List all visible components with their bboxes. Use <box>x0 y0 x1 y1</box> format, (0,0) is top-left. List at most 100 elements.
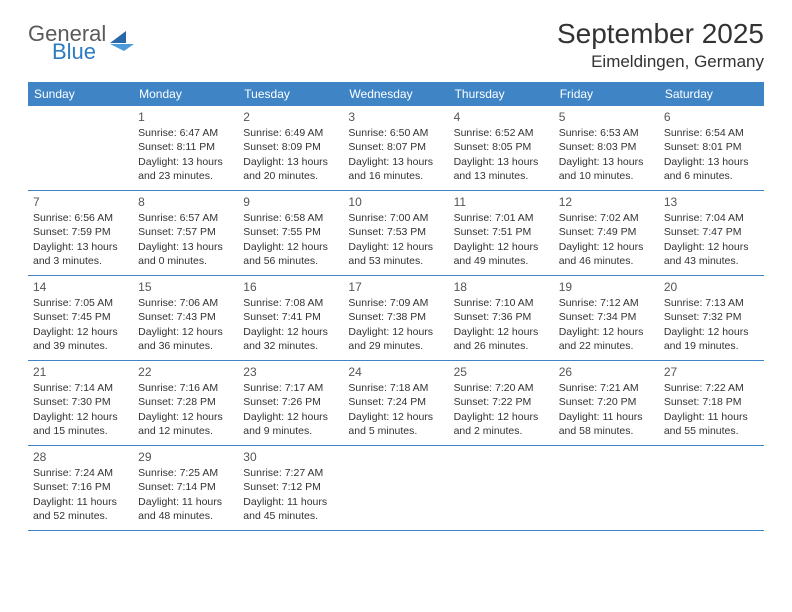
brand-triangle-icon <box>110 31 136 51</box>
calendar-page: General Blue September 2025 Eimeldingen,… <box>0 0 792 549</box>
sunrise-text: Sunrise: 7:17 AM <box>243 381 338 395</box>
calendar-day-empty <box>449 446 554 530</box>
weekday-header: Sunday <box>28 82 133 106</box>
daylight-text: Daylight: 13 hours <box>138 155 233 169</box>
sunset-text: Sunset: 8:11 PM <box>138 140 233 154</box>
calendar-day-empty <box>659 446 764 530</box>
daylight-text: and 52 minutes. <box>33 509 128 523</box>
sunset-text: Sunset: 7:53 PM <box>348 225 443 239</box>
sunset-text: Sunset: 7:38 PM <box>348 310 443 324</box>
daylight-text: Daylight: 12 hours <box>138 325 233 339</box>
daylight-text: Daylight: 12 hours <box>454 240 549 254</box>
day-number: 9 <box>243 194 338 210</box>
daylight-text: and 56 minutes. <box>243 254 338 268</box>
daylight-text: and 10 minutes. <box>559 169 654 183</box>
calendar-day-empty <box>28 106 133 190</box>
day-number: 21 <box>33 364 128 380</box>
sunset-text: Sunset: 8:07 PM <box>348 140 443 154</box>
calendar-day: 18Sunrise: 7:10 AMSunset: 7:36 PMDayligh… <box>449 276 554 360</box>
weekday-header: Wednesday <box>343 82 448 106</box>
sunrise-text: Sunrise: 6:53 AM <box>559 126 654 140</box>
day-number: 8 <box>138 194 233 210</box>
calendar-day: 25Sunrise: 7:20 AMSunset: 7:22 PMDayligh… <box>449 361 554 445</box>
daylight-text: and 0 minutes. <box>138 254 233 268</box>
calendar-day-empty <box>343 446 448 530</box>
sunset-text: Sunset: 7:36 PM <box>454 310 549 324</box>
sunset-text: Sunset: 7:55 PM <box>243 225 338 239</box>
daylight-text: Daylight: 12 hours <box>454 325 549 339</box>
sunrise-text: Sunrise: 6:52 AM <box>454 126 549 140</box>
sunrise-text: Sunrise: 6:49 AM <box>243 126 338 140</box>
calendar-day: 24Sunrise: 7:18 AMSunset: 7:24 PMDayligh… <box>343 361 448 445</box>
daylight-text: and 53 minutes. <box>348 254 443 268</box>
day-number: 30 <box>243 449 338 465</box>
sunset-text: Sunset: 7:20 PM <box>559 395 654 409</box>
sunset-text: Sunset: 7:16 PM <box>33 480 128 494</box>
day-number: 16 <box>243 279 338 295</box>
day-number: 2 <box>243 109 338 125</box>
sunset-text: Sunset: 7:49 PM <box>559 225 654 239</box>
day-number: 27 <box>664 364 759 380</box>
sunset-text: Sunset: 7:43 PM <box>138 310 233 324</box>
daylight-text: and 2 minutes. <box>454 424 549 438</box>
calendar-week-row: 14Sunrise: 7:05 AMSunset: 7:45 PMDayligh… <box>28 276 764 361</box>
daylight-text: and 43 minutes. <box>664 254 759 268</box>
daylight-text: Daylight: 12 hours <box>454 410 549 424</box>
day-number: 17 <box>348 279 443 295</box>
daylight-text: and 22 minutes. <box>559 339 654 353</box>
sunrise-text: Sunrise: 7:12 AM <box>559 296 654 310</box>
daylight-text: and 23 minutes. <box>138 169 233 183</box>
daylight-text: Daylight: 12 hours <box>348 410 443 424</box>
sunrise-text: Sunrise: 7:01 AM <box>454 211 549 225</box>
daylight-text: and 39 minutes. <box>33 339 128 353</box>
day-number: 3 <box>348 109 443 125</box>
calendar-day: 3Sunrise: 6:50 AMSunset: 8:07 PMDaylight… <box>343 106 448 190</box>
sunrise-text: Sunrise: 7:24 AM <box>33 466 128 480</box>
calendar-day: 21Sunrise: 7:14 AMSunset: 7:30 PMDayligh… <box>28 361 133 445</box>
sunrise-text: Sunrise: 7:05 AM <box>33 296 128 310</box>
calendar-weeks: 1Sunrise: 6:47 AMSunset: 8:11 PMDaylight… <box>28 106 764 531</box>
sunset-text: Sunset: 8:05 PM <box>454 140 549 154</box>
calendar-day: 13Sunrise: 7:04 AMSunset: 7:47 PMDayligh… <box>659 191 764 275</box>
daylight-text: Daylight: 12 hours <box>664 325 759 339</box>
calendar-day: 7Sunrise: 6:56 AMSunset: 7:59 PMDaylight… <box>28 191 133 275</box>
calendar-day: 28Sunrise: 7:24 AMSunset: 7:16 PMDayligh… <box>28 446 133 530</box>
daylight-text: Daylight: 13 hours <box>559 155 654 169</box>
brand-text: General Blue <box>28 24 106 62</box>
sunset-text: Sunset: 7:14 PM <box>138 480 233 494</box>
calendar-day: 23Sunrise: 7:17 AMSunset: 7:26 PMDayligh… <box>238 361 343 445</box>
calendar-day: 16Sunrise: 7:08 AMSunset: 7:41 PMDayligh… <box>238 276 343 360</box>
sunrise-text: Sunrise: 6:50 AM <box>348 126 443 140</box>
day-number: 22 <box>138 364 233 380</box>
sunrise-text: Sunrise: 6:56 AM <box>33 211 128 225</box>
sunrise-text: Sunrise: 6:57 AM <box>138 211 233 225</box>
weekday-header-row: SundayMondayTuesdayWednesdayThursdayFrid… <box>28 82 764 106</box>
sunrise-text: Sunrise: 6:54 AM <box>664 126 759 140</box>
sunrise-text: Sunrise: 7:04 AM <box>664 211 759 225</box>
daylight-text: and 13 minutes. <box>454 169 549 183</box>
daylight-text: Daylight: 13 hours <box>454 155 549 169</box>
calendar-day: 8Sunrise: 6:57 AMSunset: 7:57 PMDaylight… <box>133 191 238 275</box>
day-number: 15 <box>138 279 233 295</box>
calendar-day: 17Sunrise: 7:09 AMSunset: 7:38 PMDayligh… <box>343 276 448 360</box>
daylight-text: Daylight: 12 hours <box>243 410 338 424</box>
daylight-text: and 55 minutes. <box>664 424 759 438</box>
sunset-text: Sunset: 7:34 PM <box>559 310 654 324</box>
sunset-text: Sunset: 7:24 PM <box>348 395 443 409</box>
calendar-day: 27Sunrise: 7:22 AMSunset: 7:18 PMDayligh… <box>659 361 764 445</box>
sunrise-text: Sunrise: 7:06 AM <box>138 296 233 310</box>
sunrise-text: Sunrise: 7:16 AM <box>138 381 233 395</box>
daylight-text: Daylight: 12 hours <box>559 325 654 339</box>
sunset-text: Sunset: 7:51 PM <box>454 225 549 239</box>
daylight-text: Daylight: 11 hours <box>33 495 128 509</box>
daylight-text: and 49 minutes. <box>454 254 549 268</box>
calendar-day: 22Sunrise: 7:16 AMSunset: 7:28 PMDayligh… <box>133 361 238 445</box>
calendar-day: 20Sunrise: 7:13 AMSunset: 7:32 PMDayligh… <box>659 276 764 360</box>
calendar-day-empty <box>554 446 659 530</box>
daylight-text: Daylight: 12 hours <box>33 325 128 339</box>
sunrise-text: Sunrise: 7:09 AM <box>348 296 443 310</box>
sunrise-text: Sunrise: 7:10 AM <box>454 296 549 310</box>
daylight-text: Daylight: 12 hours <box>138 410 233 424</box>
sunset-text: Sunset: 7:18 PM <box>664 395 759 409</box>
sunset-text: Sunset: 7:45 PM <box>33 310 128 324</box>
